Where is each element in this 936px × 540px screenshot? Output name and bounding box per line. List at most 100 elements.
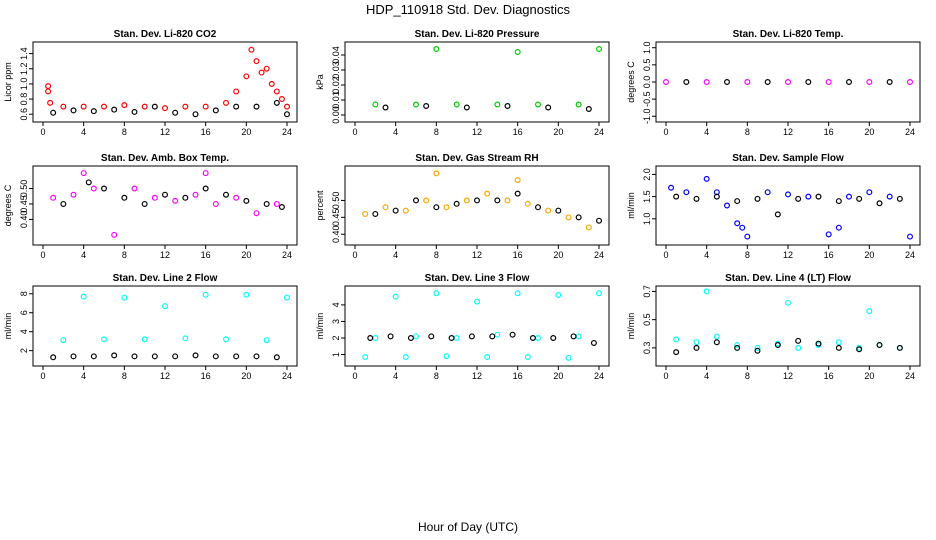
data-point	[413, 197, 420, 204]
data-point	[764, 189, 771, 196]
data-point	[534, 335, 541, 342]
data-point	[595, 217, 602, 224]
x-tick-label: 24	[905, 127, 915, 137]
data-point	[825, 231, 832, 238]
x-tick-label: 12	[472, 371, 482, 381]
x-tick-label: 12	[160, 371, 170, 381]
data-point	[683, 78, 690, 85]
data-point	[474, 197, 481, 204]
data-point	[835, 224, 842, 231]
y-tick-label: 1.5	[642, 190, 652, 203]
data-point	[248, 46, 255, 53]
data-point	[494, 197, 501, 204]
data-point	[835, 198, 842, 205]
data-point	[263, 65, 270, 72]
data-series	[673, 337, 903, 356]
data-series	[673, 193, 903, 218]
data-point	[47, 99, 54, 106]
data-point	[453, 101, 460, 108]
x-tick-label: 12	[472, 127, 482, 137]
data-point	[382, 104, 389, 111]
data-point	[673, 349, 680, 356]
data-point	[172, 197, 179, 204]
data-point	[683, 189, 690, 196]
x-tick-label: 0	[663, 250, 668, 260]
data-point	[815, 193, 822, 200]
data-series	[382, 102, 592, 112]
panel-title: Stan. Dev. Line 4 (LT) Flow	[725, 273, 851, 284]
data-series	[668, 175, 913, 240]
data-point	[514, 177, 521, 184]
data-point	[662, 78, 669, 85]
data-point	[284, 294, 291, 301]
x-tick-label: 4	[393, 371, 398, 381]
data-point	[565, 214, 572, 221]
data-point	[886, 193, 893, 200]
data-point	[402, 354, 409, 361]
data-point	[845, 193, 852, 200]
data-point	[278, 204, 285, 211]
data-point	[443, 204, 450, 211]
data-point	[413, 333, 420, 340]
data-point	[703, 288, 710, 295]
data-point	[876, 200, 883, 207]
x-tick-label: 20	[241, 371, 251, 381]
panel-title: Stan. Dev. Li-820 CO2	[114, 29, 217, 40]
data-point	[575, 101, 582, 108]
data-point	[172, 109, 179, 116]
data-point	[223, 191, 230, 198]
data-point	[693, 195, 700, 202]
data-point	[673, 193, 680, 200]
data-point	[555, 291, 562, 298]
data-point	[575, 214, 582, 221]
panel-title: Stan. Dev. Li-820 Temp.	[733, 29, 844, 40]
data-point	[182, 335, 189, 342]
x-tick-label: 16	[513, 250, 523, 260]
data-point	[131, 185, 138, 192]
x-tick-label: 8	[745, 127, 750, 137]
plot-frame	[344, 285, 610, 367]
y-tick-label: 0.03	[331, 61, 341, 79]
data-point	[845, 78, 852, 85]
data-point	[141, 336, 148, 343]
x-tick-label: 24	[594, 250, 604, 260]
data-point	[906, 233, 913, 240]
y-tick-label: 0.50	[331, 192, 341, 210]
x-tick-label: 16	[824, 250, 834, 260]
data-point	[45, 83, 52, 90]
data-point	[253, 58, 260, 65]
data-point	[253, 210, 260, 217]
x-tick-label: 12	[160, 127, 170, 137]
y-tick-label: 0.5	[642, 313, 652, 326]
y-tick-label: 4	[19, 329, 29, 334]
chart-panel: Stan. Dev. Sample Flow 0 4 8 12 16 20 24 1.0 1.5 2…	[626, 153, 921, 260]
x-tick-label: 8	[434, 250, 439, 260]
data-point	[673, 336, 680, 343]
panel-title: Stan. Dev. Gas Stream RH	[415, 153, 538, 164]
data-point	[805, 78, 812, 85]
chart-panel: Stan. Dev. Gas Stream RH0 4 8 12 16 20 240.400…	[315, 153, 610, 260]
x-tick-label: 12	[783, 371, 793, 381]
x-tick-label: 0	[352, 250, 357, 260]
x-tick-label: 16	[201, 127, 211, 137]
data-point	[754, 344, 761, 351]
x-tick-label: 0	[40, 127, 45, 137]
plot-frame	[655, 41, 921, 123]
data-point	[570, 333, 577, 340]
y-axis-label: ml/min	[315, 313, 325, 340]
x-tick-label: 20	[553, 127, 563, 137]
x-tick-label: 24	[594, 371, 604, 381]
y-tick-label: -0.5	[642, 91, 652, 107]
data-point	[723, 78, 730, 85]
data-point	[585, 224, 592, 231]
y-tick-label: 0.0	[642, 76, 652, 89]
data-point	[448, 335, 455, 342]
x-tick-label: 8	[122, 127, 127, 137]
x-tick-label: 16	[513, 127, 523, 137]
panel-title: Stan. Dev. Line 2 Flow	[113, 273, 218, 284]
y-tick-label: 0.8	[19, 93, 29, 106]
data-series	[362, 290, 602, 361]
data-point	[80, 103, 87, 110]
